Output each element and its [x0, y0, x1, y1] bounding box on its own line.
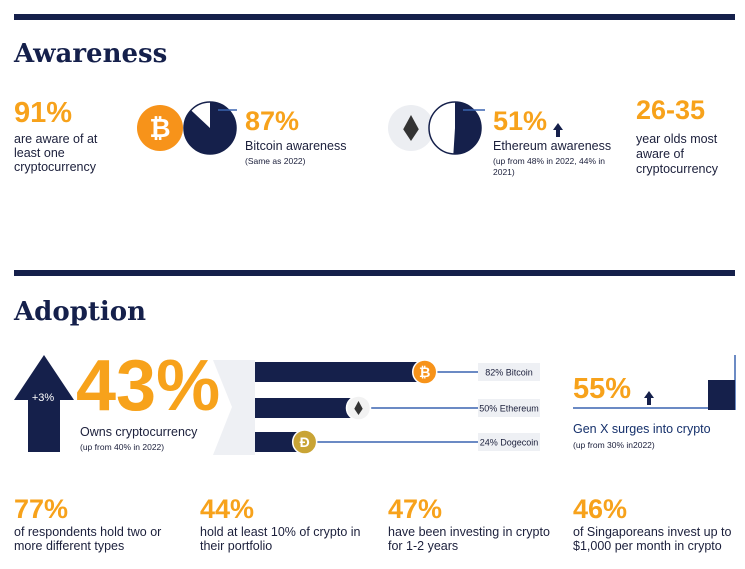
pie-slice — [453, 102, 481, 154]
stat-number: 47% — [388, 494, 442, 524]
text: aware of — [636, 147, 684, 161]
section-title: Adoption — [13, 297, 146, 327]
text: of Singaporeans invest up to — [573, 525, 731, 539]
bar-label: 24% Dogecoin — [480, 438, 539, 448]
text: (up from 40% in 2022) — [80, 442, 164, 452]
bar — [255, 432, 305, 452]
text: Ethereum awareness — [493, 139, 611, 153]
text: 2021) — [493, 167, 515, 177]
text: (Same as 2022) — [245, 156, 306, 166]
stat-number: 87% — [245, 106, 299, 136]
chevron — [213, 360, 255, 455]
eth-icon — [403, 115, 419, 141]
label-box — [478, 399, 540, 417]
stat-number: 77% — [14, 494, 68, 524]
text: have been investing in crypto — [388, 525, 550, 539]
trend-arrow — [553, 123, 563, 137]
block — [708, 380, 735, 410]
stat-number: 91% — [14, 97, 72, 129]
stat-number: 26-35 — [636, 95, 705, 125]
icon-circle — [137, 105, 183, 151]
stat-number: 44% — [200, 494, 254, 524]
text: Gen X surges into crypto — [573, 422, 711, 436]
text: least one — [14, 146, 65, 160]
text: Owns cryptocurrency — [80, 425, 198, 439]
text: more different types — [14, 539, 124, 553]
stat-number: 46% — [573, 494, 627, 524]
bar-label: 82% Bitcoin — [485, 368, 533, 378]
divider — [14, 14, 735, 20]
text: their portfolio — [200, 539, 272, 553]
text: Bitcoin awareness — [245, 139, 346, 153]
text: (up from 48% in 2022, 44% in — [493, 156, 605, 166]
icon: Ð — [300, 434, 310, 450]
pie-slice — [184, 102, 237, 155]
stat-number: 55% — [573, 373, 631, 405]
text: $1,000 per month in crypto — [573, 539, 722, 553]
bar-label: 50% Ethereum — [479, 404, 539, 414]
trend-arrow — [644, 391, 654, 405]
text: cryptocurrency — [14, 160, 97, 174]
section-title: Awareness — [13, 39, 167, 69]
divider — [14, 270, 735, 276]
label-box — [478, 363, 540, 381]
icon: ₿ — [149, 113, 170, 143]
text: of respondents hold two or — [14, 525, 161, 539]
text: cryptocurrency — [636, 162, 719, 176]
change-label: +3% — [32, 392, 55, 404]
icon: ₿ — [419, 364, 430, 380]
stat-number: 51% — [493, 106, 547, 136]
bar — [255, 362, 425, 382]
text: are aware of at — [14, 132, 98, 146]
coin-icon — [291, 429, 318, 455]
coin-icon — [411, 359, 438, 385]
eth-icon — [354, 401, 363, 415]
text: for 1-2 years — [388, 539, 458, 553]
text: hold at least 10% of crypto in — [200, 525, 361, 539]
up-arrow — [14, 355, 74, 452]
bar — [255, 398, 359, 418]
label-box — [478, 433, 540, 451]
text: (up from 30% in2022) — [573, 440, 655, 450]
headline-number: 43% — [76, 346, 220, 426]
text: year olds most — [636, 132, 718, 146]
